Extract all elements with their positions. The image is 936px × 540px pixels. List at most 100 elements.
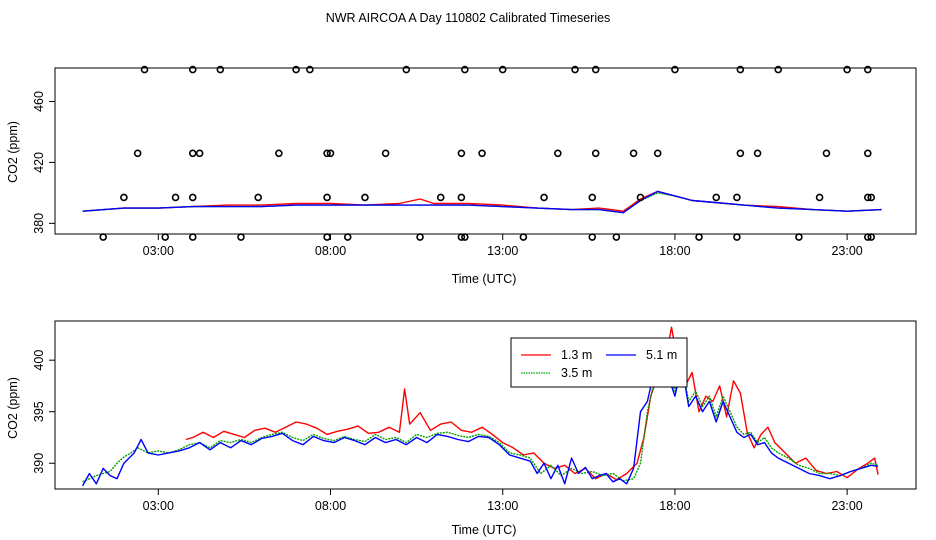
top-calibration-point (237, 233, 245, 241)
bottom-x-tick-label: 08:00 (315, 499, 346, 513)
top-calibration-point (140, 65, 149, 74)
legend-label-1-3m: 1.3 m (561, 348, 592, 362)
bottom-x-tick-label: 03:00 (143, 499, 174, 513)
top-calibration-point (457, 193, 466, 202)
top-plot-frame (54, 67, 917, 235)
top-x-tick-label: 03:00 (143, 244, 174, 258)
top-calibration-point (591, 149, 600, 158)
top-calibration-point (822, 149, 831, 158)
top-y-axis: 380 420 460 (32, 91, 55, 234)
top-calibration-point (99, 233, 108, 241)
top-calibration-point (343, 233, 352, 241)
top-calibration-point (457, 233, 466, 241)
bottom-y-axis-label: CO2 (ppm) (6, 377, 20, 439)
bottom-series-3-5-m (82, 349, 879, 483)
top-calibration-point (863, 149, 872, 158)
top-x-tick-label: 23:00 (831, 244, 862, 258)
top-y-tick-label: 380 (32, 213, 46, 234)
top-calibration-point (323, 233, 331, 241)
top-calibration-point (671, 65, 679, 74)
bottom-series-1-3-m (185, 326, 879, 481)
top-calibration-point (461, 233, 469, 241)
top-calibration-point (402, 65, 411, 74)
bottom-x-tick-label: 13:00 (487, 499, 518, 513)
top-calibration-point (588, 233, 597, 241)
top-x-axis-label: Time (UTC) (452, 272, 517, 286)
top-calibration-point (736, 65, 745, 74)
top-panel: 03:00 08:00 13:00 18:00 23:00 380 420 460 Time… (6, 65, 917, 286)
bottom-y-tick-label: 390 (32, 453, 46, 474)
top-y-tick-label: 460 (32, 91, 46, 112)
legend: 1.3 m 3.5 m 5.1 m (510, 337, 688, 388)
top-calibration-point (292, 65, 300, 74)
bottom-plot-frame (54, 320, 917, 490)
top-calibration-point (554, 149, 562, 158)
top-calibration-point (774, 65, 783, 74)
top-calibration-point (171, 193, 180, 202)
legend-label-5-1m: 5.1 m (646, 348, 677, 362)
bottom-y-tick-label: 395 (32, 401, 46, 422)
top-calibration-point (753, 149, 762, 158)
top-x-axis: 03:00 08:00 13:00 18:00 23:00 (143, 234, 863, 258)
top-series-5-1-m (82, 190, 882, 214)
top-calibration-point (591, 65, 600, 74)
top-calibration-point (326, 149, 335, 158)
top-calibration-point (736, 149, 745, 158)
top-calibration-point (653, 149, 662, 158)
top-calibration-point (323, 149, 331, 158)
top-x-tick-label: 13:00 (487, 244, 518, 258)
top-calibration-point (636, 193, 645, 202)
top-calibration-point (306, 65, 314, 74)
top-calibration-point (867, 233, 876, 241)
top-calibration-point (863, 233, 872, 241)
top-calibration-point (381, 149, 390, 158)
top-calibration-point (195, 149, 204, 158)
top-calibration-point (843, 65, 851, 74)
bottom-y-axis: 390 395 400 (32, 350, 55, 474)
top-calibration-point (519, 233, 528, 241)
bottom-y-tick-label: 400 (32, 350, 46, 371)
top-calibration-point (815, 193, 824, 202)
top-y-tick-label: 420 (32, 152, 46, 173)
top-calibration-point (436, 193, 445, 202)
top-calibration-point (478, 149, 486, 158)
top-calibration-point (795, 233, 803, 241)
top-calibration-point (863, 193, 872, 202)
top-calibration-point (498, 65, 507, 74)
top-calibration-point (457, 149, 466, 158)
top-series-3-5-m (82, 192, 882, 214)
top-calibration-point (733, 193, 741, 202)
top-calibration-point (188, 193, 197, 202)
top-calibration-point (323, 193, 331, 202)
top-calibration-point (133, 149, 142, 158)
bottom-panel: 03:00 08:00 13:00 18:00 23:00 390 395 400 Time… (6, 320, 917, 537)
top-calibration-point (733, 233, 741, 241)
top-calibration-point (461, 65, 469, 74)
top-calibration-point (161, 233, 170, 241)
top-calibration-point (416, 233, 424, 241)
top-calibration-point (188, 233, 197, 241)
bottom-x-tick-label: 23:00 (831, 499, 862, 513)
top-calibration-point (188, 149, 197, 158)
top-series-1-3-m (82, 190, 882, 212)
legend-box (510, 337, 688, 388)
top-calibration-point (867, 193, 876, 202)
top-calibration-point (863, 65, 872, 74)
top-calibration-point (216, 65, 225, 74)
legend-label-3-5m: 3.5 m (561, 366, 592, 380)
bottom-x-tick-label: 18:00 (659, 499, 690, 513)
chart-title: NWR AIRCOA A Day 110802 Calibrated Times… (326, 11, 611, 25)
top-calibration-point (571, 65, 579, 74)
top-calibration-point (188, 65, 197, 74)
bottom-series-5-1-m (81, 338, 879, 487)
top-calibration-point (254, 193, 262, 202)
top-calibration-point (275, 149, 283, 158)
top-calibration-point (120, 193, 128, 202)
top-calibration-point (588, 193, 597, 202)
top-x-tick-label: 08:00 (315, 244, 346, 258)
top-calibration-point (712, 193, 721, 202)
bottom-x-axis-label: Time (UTC) (452, 523, 517, 537)
top-calibration-point (695, 233, 703, 241)
top-calibration-point (629, 149, 638, 158)
